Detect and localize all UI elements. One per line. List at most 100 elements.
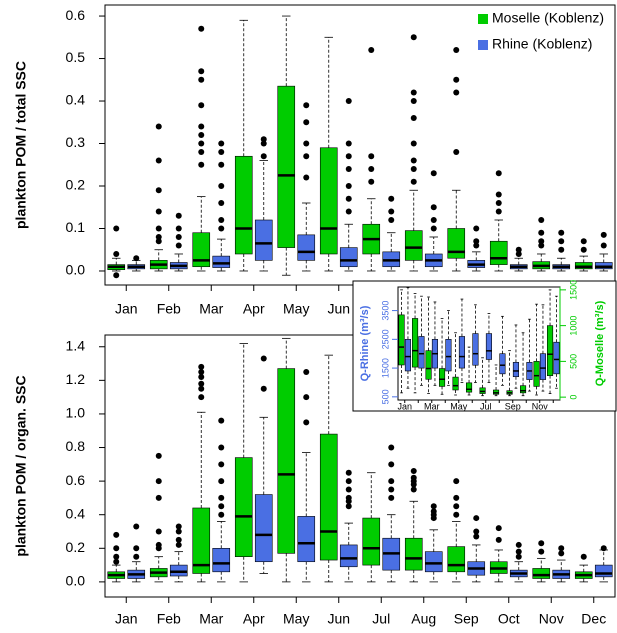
- box: [489, 240, 508, 265]
- outlier: [410, 98, 417, 105]
- x-tick-label: Jan: [397, 401, 412, 411]
- outlier: [218, 183, 225, 190]
- outlier: [218, 216, 225, 223]
- outlier: [175, 212, 182, 219]
- outlier: [198, 161, 205, 168]
- outlier: [198, 373, 205, 380]
- outlier: [303, 119, 310, 126]
- outlier: [260, 355, 267, 362]
- outlier: [538, 229, 545, 236]
- outlier: [538, 548, 545, 555]
- box: [339, 544, 358, 568]
- x-tick-label: Aug: [411, 611, 436, 627]
- x-tick-label: Apr: [243, 301, 265, 317]
- outlier: [473, 242, 480, 249]
- outlier: [198, 380, 205, 387]
- outlier: [495, 199, 502, 206]
- x-tick-label: Apr: [243, 611, 265, 627]
- outlier: [368, 178, 375, 185]
- outlier: [515, 553, 522, 560]
- y-tick-label: 0.1: [66, 219, 86, 235]
- outlier: [600, 242, 607, 249]
- outlier: [345, 98, 352, 105]
- outlier: [155, 238, 162, 245]
- outlier: [558, 545, 565, 552]
- outlier: [260, 385, 267, 392]
- outlier: [218, 417, 225, 424]
- outlier: [410, 89, 417, 96]
- box: [546, 325, 554, 376]
- y-axis-label: plankton POM / total SSC: [13, 61, 29, 229]
- box: [339, 247, 358, 268]
- box: [404, 230, 423, 261]
- box: [519, 385, 527, 394]
- y-tick-label: 0.0: [66, 573, 86, 589]
- box: [452, 376, 459, 391]
- x-tick-label: Sep: [505, 401, 521, 411]
- outlier: [113, 531, 120, 538]
- y2-tick-label: 0: [568, 395, 578, 400]
- outlier: [368, 166, 375, 173]
- box: [533, 361, 540, 387]
- x-tick-label: Jul: [372, 611, 390, 627]
- box: [594, 564, 613, 578]
- y-tick-label: 0.8: [66, 438, 86, 454]
- outlier: [410, 481, 417, 488]
- outlier: [345, 183, 352, 190]
- y-tick-label: 1.0: [66, 405, 86, 421]
- outlier: [410, 166, 417, 173]
- outlier: [368, 47, 375, 54]
- outlier: [218, 503, 225, 510]
- y2-tick-label: 1000: [568, 316, 578, 336]
- outlier: [430, 170, 437, 177]
- outlier: [133, 545, 140, 552]
- outlier: [175, 233, 182, 240]
- outlier: [388, 478, 395, 485]
- outlier: [580, 246, 587, 253]
- box: [297, 234, 316, 261]
- box: [499, 353, 506, 375]
- outlier: [198, 394, 205, 401]
- outlier: [410, 34, 417, 41]
- outlier: [430, 515, 437, 522]
- outlier: [388, 486, 395, 493]
- outlier: [198, 68, 205, 75]
- outlier: [175, 242, 182, 249]
- outlier: [198, 385, 205, 392]
- y-tick-label: 0.4: [66, 92, 86, 108]
- y-tick-label: 3500: [380, 301, 390, 321]
- box: [458, 336, 466, 369]
- outlier: [175, 528, 182, 535]
- outlier: [155, 123, 162, 130]
- outlier: [218, 225, 225, 232]
- outlier: [198, 363, 205, 370]
- box: [277, 85, 296, 248]
- outlier: [260, 136, 267, 143]
- outlier: [155, 452, 162, 459]
- outlier: [495, 208, 502, 215]
- outlier: [515, 246, 522, 253]
- outlier: [198, 102, 205, 109]
- outlier: [198, 140, 205, 147]
- outlier: [303, 140, 310, 147]
- outlier: [155, 528, 162, 535]
- legend-label: Moselle (Koblenz): [492, 10, 604, 26]
- outlier: [515, 250, 522, 257]
- outlier: [303, 153, 310, 160]
- box: [465, 382, 473, 393]
- x-tick-label: May: [283, 301, 309, 317]
- outlier: [345, 153, 352, 160]
- outlier: [495, 536, 502, 543]
- outlier: [113, 558, 120, 565]
- x-tick-label: Feb: [157, 611, 181, 627]
- outlier: [303, 394, 310, 401]
- outlier: [218, 149, 225, 156]
- outlier: [260, 153, 267, 160]
- box: [404, 339, 412, 372]
- outlier: [495, 170, 502, 177]
- outlier: [473, 515, 480, 522]
- outlier: [453, 511, 460, 518]
- x-tick-label: May: [283, 611, 309, 627]
- outlier: [388, 195, 395, 202]
- outlier: [388, 461, 395, 468]
